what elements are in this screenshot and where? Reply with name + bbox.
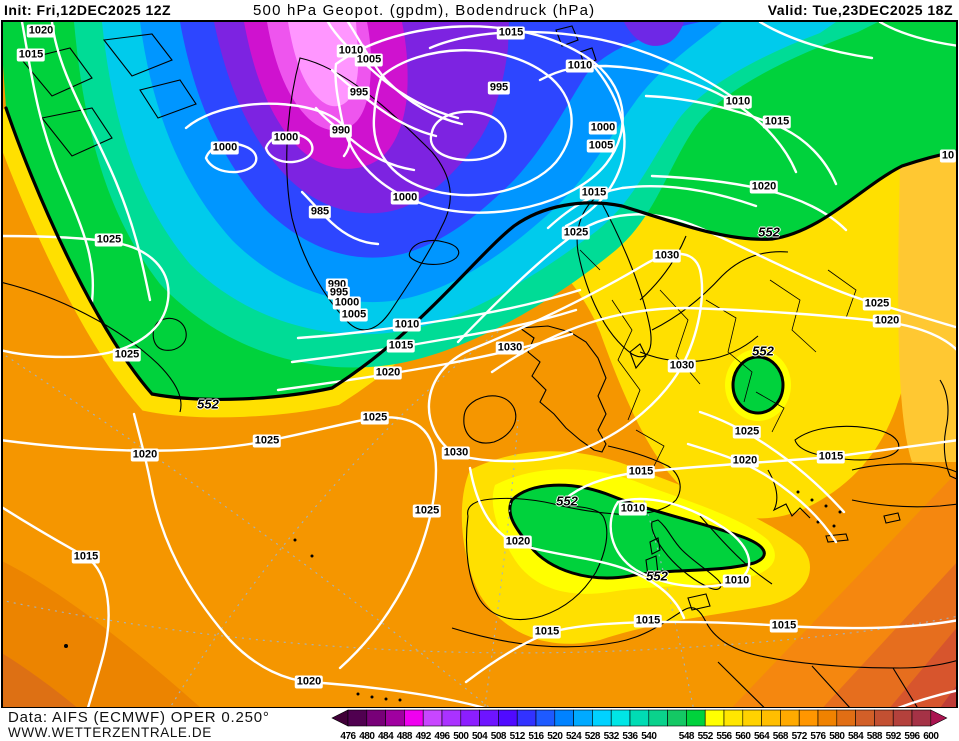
colorbar-segment: [742, 709, 762, 727]
colorbar-segment: [498, 709, 518, 727]
colorbar-segment: [648, 709, 668, 727]
colorbar-tick-label: 504: [472, 731, 488, 741]
colorbar-segment: [573, 709, 593, 727]
colorbar-tick-label: 492: [416, 731, 432, 741]
colorbar-tick-label: 532: [604, 731, 620, 741]
colorbar-segment: [892, 709, 913, 727]
colorbar-tick-label: 600: [923, 731, 939, 741]
colorbar-tick-label: 480: [359, 731, 375, 741]
colorbar-segment: [479, 709, 499, 727]
colorbar-segment: [780, 709, 800, 727]
website-label: WWW.WETTERZENTRALE.DE: [8, 725, 212, 740]
colorbar-tick-label: 568: [773, 731, 789, 741]
colorbar-segment: [385, 709, 405, 727]
colorbar-segment: [911, 709, 932, 727]
colorbar-tick-label: 556: [716, 731, 732, 741]
colorbar-tick-label: 548: [679, 731, 695, 741]
colorbar-tick-label: 524: [566, 731, 582, 741]
colorbar-tick-label: 592: [886, 731, 902, 741]
colorbar-arrow-left: [331, 709, 349, 727]
geopotential-colorbar: 476 480 484 488 492 496 500 504 508 512 516 520 524 5…: [331, 709, 948, 741]
colorbar-segment: [366, 709, 386, 727]
colorbar-tick-label: 596: [904, 731, 920, 741]
colorbar-segment: [441, 709, 462, 727]
colorbar-tick-label: 512: [510, 731, 526, 741]
colorbar-arrow-right: [930, 709, 948, 727]
valid-time-label: Valid: Tue,23DEC2025 18Z: [767, 2, 953, 18]
colorbar-segment: [629, 709, 650, 727]
colorbar-tick-label: 516: [528, 731, 544, 741]
colorbar-tick-label: 588: [867, 731, 883, 741]
colorbar-tick-label: 552: [698, 731, 714, 741]
colorbar-tick-label: 508: [491, 731, 507, 741]
colorbar-segment: [855, 709, 875, 727]
colorbar-tick-label: 496: [434, 731, 450, 741]
colorbar-tick-label: 560: [735, 731, 751, 741]
colorbar-segment: [347, 709, 368, 727]
colorbar-tick-label: 484: [378, 731, 394, 741]
colorbar-segment: [667, 709, 687, 727]
colorbar-segment: [817, 709, 838, 727]
colorbar-segment: [610, 709, 631, 727]
colorbar-segment: [460, 709, 480, 727]
colorbar-segment: [516, 709, 537, 727]
geopotential-field: [2, 21, 957, 708]
data-source-label: Data: AIFS (ECMWF) OPER 0.250°: [8, 709, 270, 726]
colorbar-tick-label: 488: [397, 731, 413, 741]
colorbar-segment: [874, 709, 894, 727]
map-title: 500 hPa Geopot. (gpdm), Bodendruck (hPa): [253, 2, 596, 19]
colorbar-tick-label: 576: [810, 731, 826, 741]
init-time-label: Init: Fri,12DEC2025 12Z: [4, 2, 172, 18]
coastlines: [2, 25, 957, 708]
colorbar-tick-label: 580: [829, 731, 845, 741]
colorbar-segment: [798, 709, 819, 727]
colorbar-segment: [723, 709, 744, 727]
colorbar-segment: [704, 709, 725, 727]
colorbar-tick-label: 520: [547, 731, 563, 741]
colorbar-tick-label: 572: [792, 731, 808, 741]
header-bar: Init: Fri,12DEC2025 12Z 500 hPa Geopot. …: [0, 0, 959, 20]
colorbar-tick-label: 500: [453, 731, 469, 741]
colorbar-segment: [422, 709, 443, 727]
colorbar-segment: [554, 709, 574, 727]
colorbar-tick-label: 476: [340, 731, 356, 741]
colorbar-segment: [761, 709, 781, 727]
colorbar-segment: [404, 709, 424, 727]
colorbar-tick-label: 540: [641, 731, 657, 741]
colorbar-segment: [836, 709, 856, 727]
colorbar-tick-label: 528: [585, 731, 601, 741]
colorbar-segment: [592, 709, 612, 727]
graticule: [2, 329, 957, 708]
colorbar-tick-label: 564: [754, 731, 770, 741]
colorbar-segment: [686, 709, 706, 727]
colorbar-tick-label: 584: [848, 731, 864, 741]
colorbar-segment: [535, 709, 556, 727]
colorbar-tick-label: 536: [622, 731, 638, 741]
height-contours: [4, 106, 957, 401]
footer-bar: Data: AIFS (ECMWF) OPER 0.250° WWW.WETTE…: [0, 708, 959, 741]
